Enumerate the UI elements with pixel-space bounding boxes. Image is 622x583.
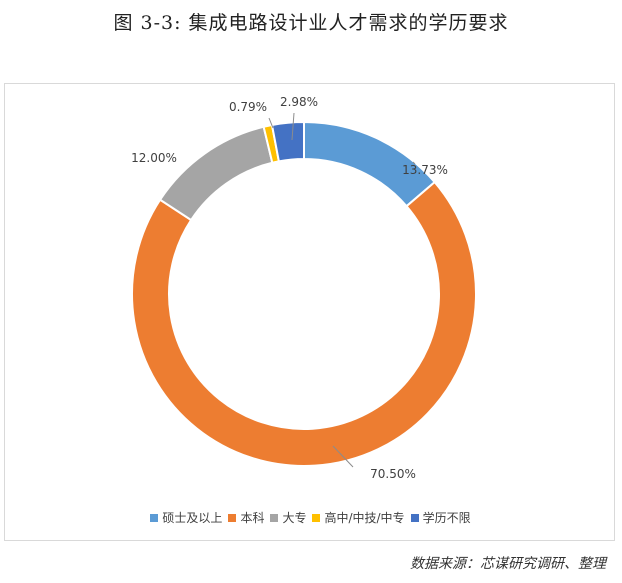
legend-item-硕士及以上: 硕士及以上 — [150, 509, 222, 526]
donut-slice-学历不限 — [270, 120, 305, 163]
leader-line-本科 — [332, 445, 354, 468]
legend-swatch — [410, 513, 419, 522]
leader-line-高中-中技-中专 — [268, 117, 274, 129]
legend-label: 高中/中技/中专 — [324, 511, 405, 525]
legend-label: 本科 — [240, 511, 265, 525]
chart-legend: 硕士及以上 本科 大专 高中/中技/中专 学历不限 — [5, 509, 616, 526]
legend-item-本科: 本科 — [228, 509, 264, 526]
legend-swatch — [150, 513, 159, 522]
data-label-高中-中技-中专: 0.79% — [229, 100, 267, 114]
data-label-学历不限: 2.98% — [280, 95, 318, 109]
legend-item-大专: 大专 — [270, 509, 306, 526]
leader-line-硕士及以上 — [412, 161, 416, 165]
chart-frame: 13.73% 70.50% 12.00% 0.79% 2.98% 硕士及以上 本科 大专 高中… — [4, 83, 615, 541]
legend-swatch — [270, 513, 279, 522]
leader-line-学历不限 — [291, 112, 295, 141]
data-label-大专: 12.00% — [131, 151, 177, 165]
legend-item-学历不限: 学历不限 — [410, 509, 471, 526]
legend-label: 大专 — [282, 511, 307, 525]
data-label-本科: 70.50% — [370, 467, 416, 481]
donut-slice-本科 — [131, 180, 477, 468]
legend-label: 硕士及以上 — [162, 511, 223, 525]
legend-swatch — [228, 513, 237, 522]
chart-title: 图 3-3: 集成电路设计业人才需求的学历要求 — [113, 12, 509, 34]
data-source-note: 数据来源：芯谋研究调研、整理 — [410, 556, 606, 572]
data-label-硕士及以上: 13.73% — [402, 163, 448, 177]
legend-swatch — [312, 513, 321, 522]
legend-item-高中-中技-中专: 高中/中技/中专 — [312, 509, 405, 526]
donut-chart: 13.73% 70.50% 12.00% 0.79% 2.98% — [131, 95, 477, 481]
donut-slice-大专 — [158, 125, 274, 222]
legend-label: 学历不限 — [422, 511, 471, 525]
